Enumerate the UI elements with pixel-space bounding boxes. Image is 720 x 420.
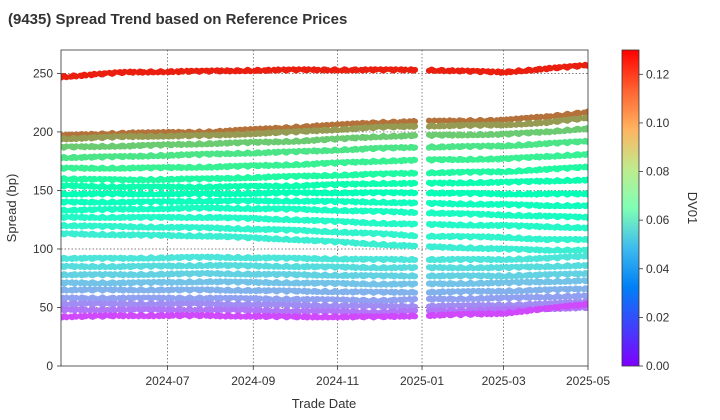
data-point — [412, 180, 419, 187]
data-point — [585, 62, 588, 69]
data-point — [412, 220, 419, 227]
data-point — [412, 273, 419, 280]
series-0 — [61, 61, 588, 81]
data-point — [585, 108, 588, 115]
data-point — [63, 143, 70, 150]
data-point — [150, 133, 157, 140]
data-point — [237, 131, 244, 138]
data-point — [334, 135, 341, 142]
data-point — [412, 280, 419, 287]
data-points — [61, 61, 588, 321]
series-3 — [61, 124, 588, 151]
data-point — [412, 199, 419, 206]
data-point — [412, 233, 419, 240]
data-point — [412, 157, 419, 163]
data-point — [286, 139, 293, 145]
data-point — [412, 264, 419, 271]
data-point — [518, 129, 525, 136]
data-point — [412, 242, 419, 249]
data-point — [412, 190, 419, 196]
data-point — [412, 144, 419, 151]
data-point — [102, 143, 109, 150]
data-point — [508, 68, 515, 75]
chart-title: (9435) Spread Trend based on Reference P… — [8, 11, 347, 28]
data-point — [199, 67, 206, 74]
data-point — [412, 209, 419, 216]
data-point — [334, 67, 341, 74]
data-point — [412, 66, 419, 73]
data-point — [508, 121, 515, 128]
data-point — [150, 69, 157, 76]
data-point — [412, 170, 419, 177]
series-2 — [61, 114, 588, 143]
data-point — [111, 69, 118, 76]
data-point — [412, 123, 419, 130]
data-point — [412, 256, 419, 263]
data-point — [412, 118, 419, 125]
data-point — [585, 115, 588, 122]
data-point — [557, 128, 564, 135]
data-point — [412, 132, 419, 139]
